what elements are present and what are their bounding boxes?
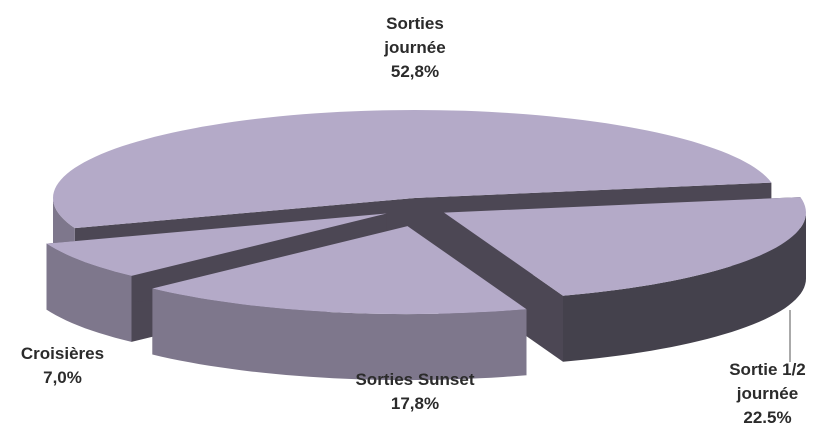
slice <box>152 226 527 315</box>
slice-outer-side <box>152 288 527 381</box>
value-label: 7,0% <box>43 368 82 387</box>
category-label: Sorties Sunset <box>355 370 475 389</box>
label: Sortie 1/2 journée 22.5% <box>705 358 830 430</box>
value-label: 17,8% <box>390 394 440 413</box>
category-label: Sorties journée <box>384 14 446 57</box>
value-label: 22.5% <box>743 408 792 427</box>
slice <box>46 213 387 276</box>
slice <box>444 197 806 296</box>
slice-outer-side <box>46 243 132 342</box>
label: Sorties Sunset 17,8% <box>315 368 515 416</box>
label: Croisières 7,0% <box>0 342 125 390</box>
category-label: Croisières <box>20 344 105 363</box>
value-label: 52,8% <box>390 62 440 81</box>
category-label: Sortie 1/2 journée <box>729 360 806 403</box>
slice-outer-side <box>563 212 806 362</box>
label: Sorties journée 52,8% <box>330 12 500 84</box>
slice-radial-side <box>444 212 563 362</box>
slice <box>53 110 772 229</box>
